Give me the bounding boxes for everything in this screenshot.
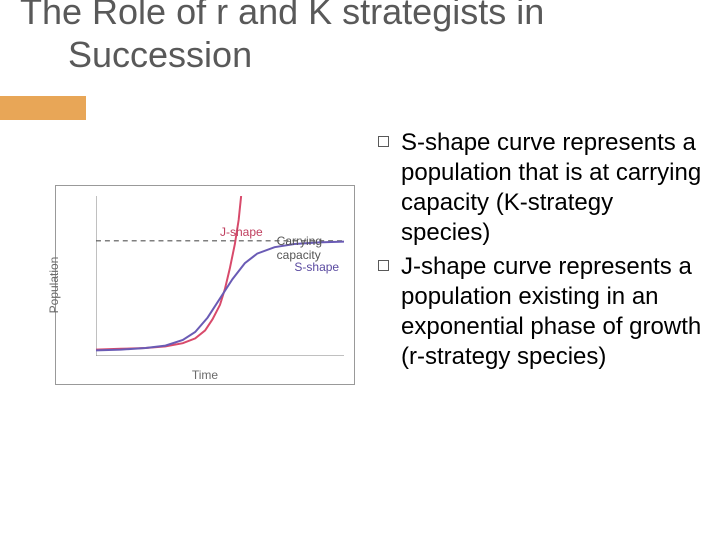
y-axis-label: Population [47,257,61,314]
list-item: J-shape curve represents a population ex… [378,252,705,372]
carrying-capacity-label: Carrying capacity [277,234,322,262]
j-shape-label: J-shape [220,225,263,239]
bullet-marker-icon [378,260,389,271]
bullet-marker-icon [378,136,389,147]
title-line-1: The Role of r and K strategists in [20,0,544,32]
bullet-text: S-shape curve represents a population th… [401,128,705,248]
bullet-text: J-shape curve represents a population ex… [401,252,705,372]
j-shape-curve [96,196,241,350]
list-item: S-shape curve represents a population th… [378,128,705,248]
plot-area: J-shape S-shape Carrying capacity [96,196,344,356]
x-axis-label: Time [192,368,218,382]
population-chart: Population Time J-shape S-shape Carrying… [55,185,355,385]
bullet-list: S-shape curve represents a population th… [378,128,705,376]
slide-title: The Role of r and K strategists in Succe… [20,0,710,76]
chart-svg [96,196,344,356]
accent-bar [0,96,86,120]
title-line-2: Succession [68,34,252,75]
